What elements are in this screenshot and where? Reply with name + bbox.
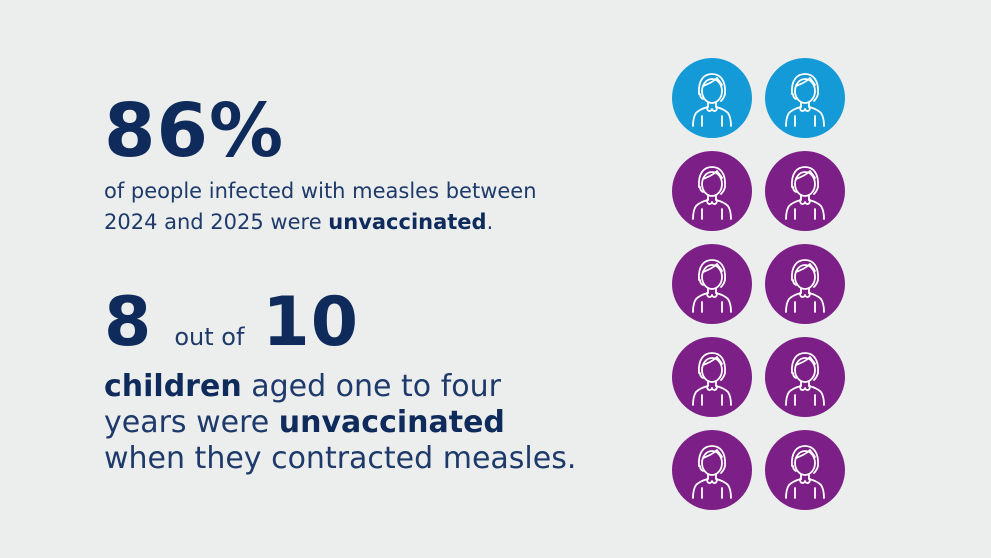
person-icon: [765, 337, 845, 417]
ratio-description: children aged one to four years were unv…: [104, 369, 576, 477]
ratio-description-line-3: when they contracted measles.: [104, 441, 577, 476]
person-icon-highlighted: [672, 58, 752, 138]
ratio-numerator: 8: [104, 283, 153, 362]
person-icon: [765, 430, 845, 510]
description-line-1: of people infected with measles between: [104, 179, 537, 203]
description-line-2-end: .: [486, 210, 494, 234]
person-icon: [672, 430, 752, 510]
description-line-2-start: 2024 and 2025 were: [104, 210, 329, 234]
person-icon-highlighted: [765, 58, 845, 138]
person-icon: [765, 151, 845, 231]
ratio-description-emphasis-2: unvaccinated: [278, 405, 505, 440]
stat-children-ratio: 8 out of 10 children aged one to four ye…: [104, 285, 576, 477]
description-emphasis: unvaccinated: [328, 210, 487, 234]
ratio-line: 8 out of 10: [104, 285, 576, 361]
ratio-denominator: 10: [262, 283, 360, 362]
percentage-value: 86%: [104, 88, 285, 174]
ratio-description-line-2-start: years were: [104, 405, 279, 440]
ratio-description-emphasis-1: children: [104, 369, 242, 404]
stat-unvaccinated-percentage: 86% of people infected with measles betw…: [104, 86, 537, 238]
person-icon: [765, 244, 845, 324]
person-icon: [672, 244, 752, 324]
people-pictogram: [672, 58, 845, 510]
ratio-description-line-1-end: aged one to four: [241, 369, 501, 404]
person-icon: [672, 337, 752, 417]
person-icon: [672, 151, 752, 231]
ratio-connector: out of: [174, 323, 245, 351]
percentage-description: of people infected with measles between …: [104, 176, 537, 238]
